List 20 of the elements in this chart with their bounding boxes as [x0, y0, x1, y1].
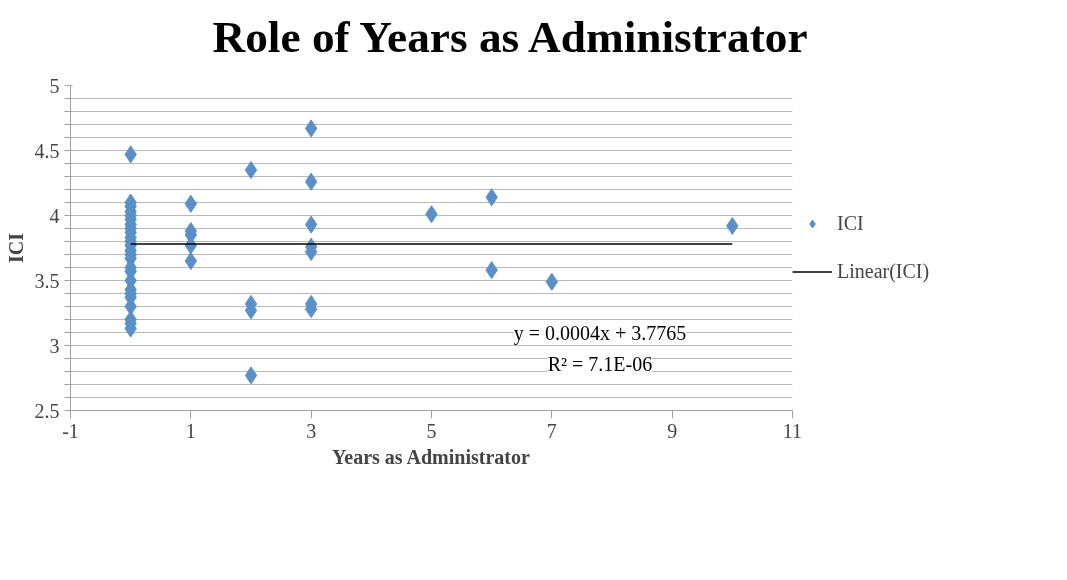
y-tick-label: 2.5: [34, 399, 60, 422]
y-tick-label: 5: [49, 74, 60, 97]
y-tick-label: 3.5: [34, 269, 60, 292]
x-tick-label: 5: [426, 419, 437, 442]
annotation: y = 0.0004x + 3.7765: [513, 321, 687, 345]
y-tick-label: 3: [49, 334, 60, 357]
x-tick-label: -1: [62, 419, 79, 442]
legend-label: Linear(ICI): [837, 259, 930, 283]
x-tick-label: 11: [782, 419, 803, 442]
x-tick-label: 7: [546, 419, 557, 442]
x-tick-label: 3: [306, 419, 317, 442]
x-tick-label: 1: [185, 419, 196, 442]
chart-title: Role of Years as Administrator: [212, 11, 808, 64]
x-axis-title: Years as Administrator: [332, 445, 530, 468]
y-axis-title: ICI: [4, 232, 27, 263]
x-tick-label: 9: [667, 419, 678, 442]
y-tick-label: 4: [49, 204, 60, 227]
legend-label: ICI: [837, 211, 864, 235]
annotation: R² = 7.1E-06: [547, 352, 653, 375]
y-tick-label: 4.5: [34, 139, 60, 162]
